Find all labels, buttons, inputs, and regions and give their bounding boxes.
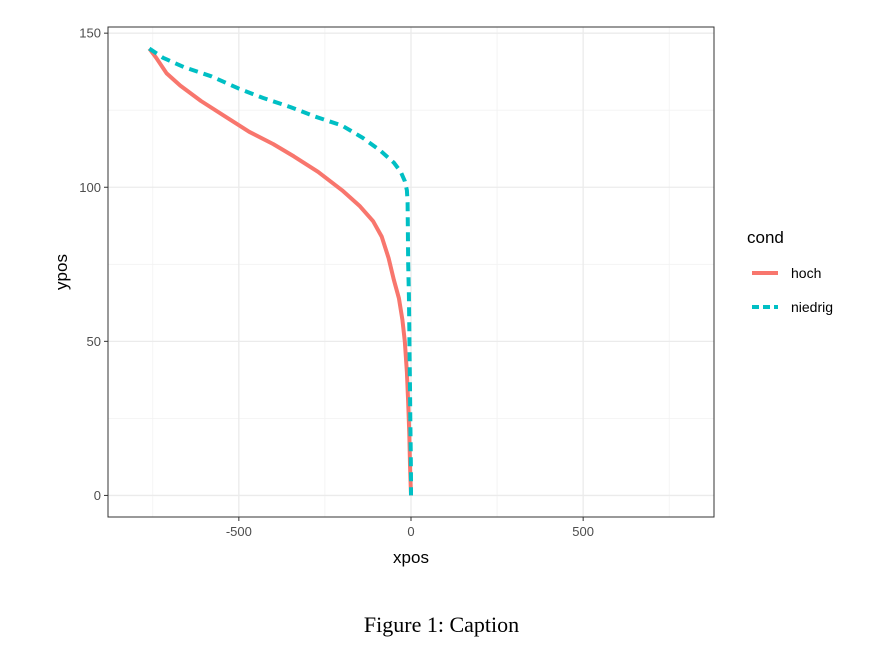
y-tick-label: 100 (79, 180, 101, 195)
series-line-hoch (147, 47, 413, 496)
x-tick-label: 500 (572, 524, 594, 539)
legend-title: cond (747, 228, 784, 247)
legend-label-niedrig: niedrig (791, 299, 833, 315)
x-tick-label: -500 (226, 524, 252, 539)
y-tick-label: 50 (87, 334, 101, 349)
series-line-niedrig (148, 46, 413, 496)
y-axis-title: ypos (52, 254, 71, 290)
x-axis-title: xpos (393, 548, 429, 567)
legend-label-hoch: hoch (791, 265, 821, 281)
series-lines (147, 46, 413, 496)
legend-items: hoch niedrig (752, 265, 833, 315)
y-tick-label: 0 (94, 488, 101, 503)
x-tick-label: 0 (407, 524, 414, 539)
legend: cond hoch niedrig (747, 228, 833, 315)
figure-caption: Figure 1: Caption (363, 612, 520, 637)
axis-ticks: -500 0 500 0 50 100 150 (79, 26, 594, 539)
line-chart: -500 0 500 0 50 100 150 xpos ypos cond hoch nie… (52, 26, 833, 567)
y-tick-label: 150 (79, 26, 101, 41)
